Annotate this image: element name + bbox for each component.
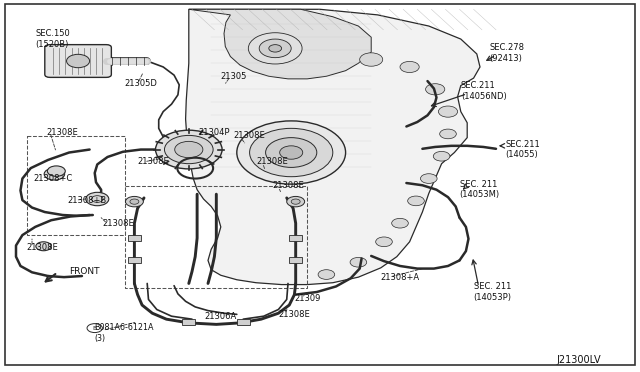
- Text: B: B: [93, 326, 97, 331]
- Circle shape: [433, 151, 450, 161]
- Text: SEC. 211
(14053P): SEC. 211 (14053P): [474, 282, 511, 302]
- Text: 21308E: 21308E: [138, 157, 170, 166]
- Text: SEC.278
(92413): SEC.278 (92413): [490, 43, 525, 62]
- Bar: [128, 257, 141, 263]
- Circle shape: [175, 141, 203, 158]
- Text: 21308+B: 21308+B: [67, 196, 106, 205]
- Text: 21308E: 21308E: [272, 182, 304, 190]
- Text: 21308E: 21308E: [46, 128, 78, 137]
- Text: SEC.211
(14055): SEC.211 (14055): [506, 140, 540, 159]
- Bar: [237, 319, 250, 325]
- Text: 21304P: 21304P: [198, 128, 230, 137]
- Circle shape: [376, 237, 392, 247]
- Bar: [289, 235, 302, 241]
- Text: 21305D: 21305D: [125, 79, 157, 88]
- Text: 21308E: 21308E: [234, 131, 266, 140]
- Polygon shape: [186, 9, 480, 285]
- Text: SEC.150
(1520B): SEC.150 (1520B): [35, 29, 70, 49]
- Circle shape: [408, 196, 424, 206]
- Circle shape: [440, 129, 456, 139]
- Circle shape: [248, 33, 302, 64]
- Text: 21308+C: 21308+C: [33, 174, 72, 183]
- Circle shape: [266, 138, 317, 167]
- Circle shape: [360, 53, 383, 66]
- Bar: [289, 257, 302, 263]
- Text: 21305: 21305: [221, 72, 247, 81]
- Circle shape: [318, 270, 335, 279]
- Circle shape: [36, 242, 51, 251]
- Circle shape: [420, 174, 437, 183]
- Circle shape: [269, 45, 282, 52]
- Text: 21306A: 21306A: [205, 312, 237, 321]
- Text: 21308E: 21308E: [27, 243, 59, 252]
- Circle shape: [164, 135, 213, 164]
- Polygon shape: [189, 9, 371, 79]
- Circle shape: [291, 199, 300, 204]
- Circle shape: [67, 54, 90, 68]
- Text: SEC. 211
(14053M): SEC. 211 (14053M): [460, 180, 500, 199]
- Circle shape: [392, 218, 408, 228]
- Text: J21300LV: J21300LV: [557, 355, 602, 365]
- Circle shape: [280, 146, 303, 159]
- Text: SEC.211
(14056ND): SEC.211 (14056ND): [461, 81, 506, 101]
- Circle shape: [250, 128, 333, 177]
- Circle shape: [350, 257, 367, 267]
- Circle shape: [259, 39, 291, 58]
- Bar: [128, 235, 141, 241]
- Circle shape: [44, 168, 65, 180]
- Circle shape: [125, 196, 143, 207]
- Circle shape: [287, 196, 305, 207]
- Text: B081A6-6121A
(3): B081A6-6121A (3): [95, 323, 154, 343]
- Text: 21309: 21309: [294, 294, 321, 303]
- Circle shape: [438, 106, 458, 117]
- Circle shape: [47, 166, 65, 176]
- Text: 21308E: 21308E: [102, 219, 134, 228]
- Text: 21308E: 21308E: [256, 157, 288, 166]
- Circle shape: [86, 192, 109, 206]
- Text: FRONT: FRONT: [69, 267, 100, 276]
- Text: 21308E: 21308E: [278, 310, 310, 319]
- FancyBboxPatch shape: [45, 45, 111, 77]
- Circle shape: [400, 61, 419, 73]
- Circle shape: [130, 199, 139, 204]
- Bar: [182, 319, 195, 325]
- Text: 21308+A: 21308+A: [381, 273, 420, 282]
- Circle shape: [426, 84, 445, 95]
- Circle shape: [237, 121, 346, 184]
- Circle shape: [156, 130, 222, 169]
